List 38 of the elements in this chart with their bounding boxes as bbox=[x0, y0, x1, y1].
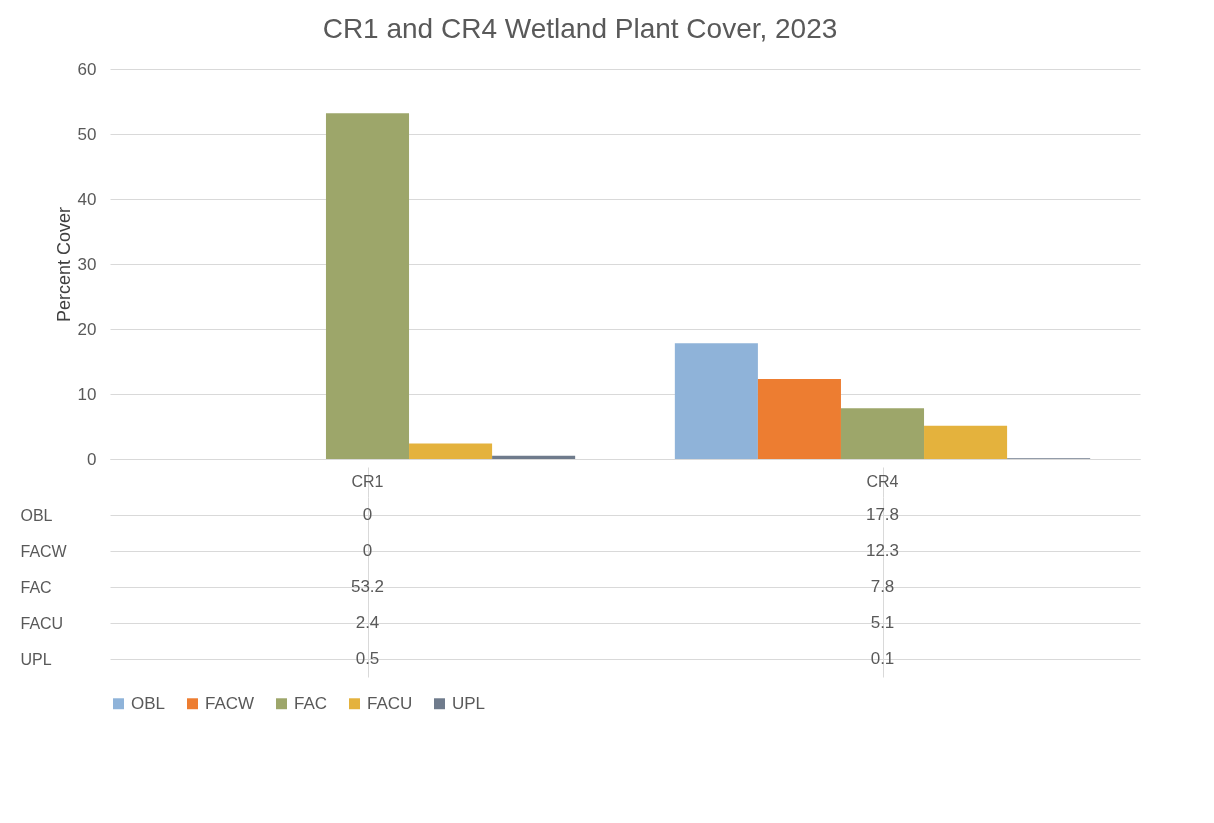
text: OBL bbox=[20, 506, 53, 524]
data-label: 5.1 bbox=[870, 613, 895, 632]
data-label: 12.3 bbox=[865, 541, 900, 560]
bar bbox=[409, 443, 493, 459]
data-label: 17.8 bbox=[865, 505, 900, 524]
y-tick-label: 0 bbox=[87, 449, 97, 469]
bar bbox=[325, 113, 410, 459]
bar bbox=[757, 379, 841, 459]
bar bbox=[924, 425, 1008, 459]
text: FAC bbox=[20, 578, 52, 596]
y-tick-label: 10 bbox=[77, 384, 97, 404]
data-label: 0 bbox=[362, 505, 373, 524]
y-tick-label: 20 bbox=[77, 319, 97, 339]
legend-label: FACW bbox=[205, 693, 255, 713]
y-tick-label: 40 bbox=[77, 189, 97, 209]
data-label: 2.4 bbox=[355, 613, 380, 632]
data-label: 53.2 bbox=[350, 577, 385, 596]
data-label: 0 bbox=[362, 541, 373, 560]
text: FACW bbox=[20, 542, 67, 560]
chart-title: CR1 and CR4 Wetland Plant Cover, 2023 bbox=[322, 13, 838, 44]
legend-label: UPL bbox=[452, 693, 486, 713]
y-tick-label: 30 bbox=[77, 254, 97, 274]
y-tick-label: 60 bbox=[77, 59, 97, 79]
x-tick-label: CR1 bbox=[351, 473, 384, 490]
data-label: 0.1 bbox=[870, 649, 895, 668]
text: UPL bbox=[20, 650, 52, 668]
data-label: 7.8 bbox=[870, 577, 895, 596]
bar bbox=[674, 343, 758, 459]
y-tick-label: 50 bbox=[77, 124, 97, 144]
y-axis-title: Percent Cover bbox=[53, 206, 74, 323]
legend-label: OBL bbox=[131, 693, 166, 713]
legend-label: FACU bbox=[367, 693, 413, 713]
bar bbox=[492, 455, 576, 459]
legend-label: FAC bbox=[294, 693, 328, 713]
data-label: 0.5 bbox=[355, 649, 380, 668]
x-tick-label: CR4 bbox=[866, 473, 899, 490]
bar bbox=[840, 408, 925, 459]
text: FACU bbox=[20, 614, 64, 632]
